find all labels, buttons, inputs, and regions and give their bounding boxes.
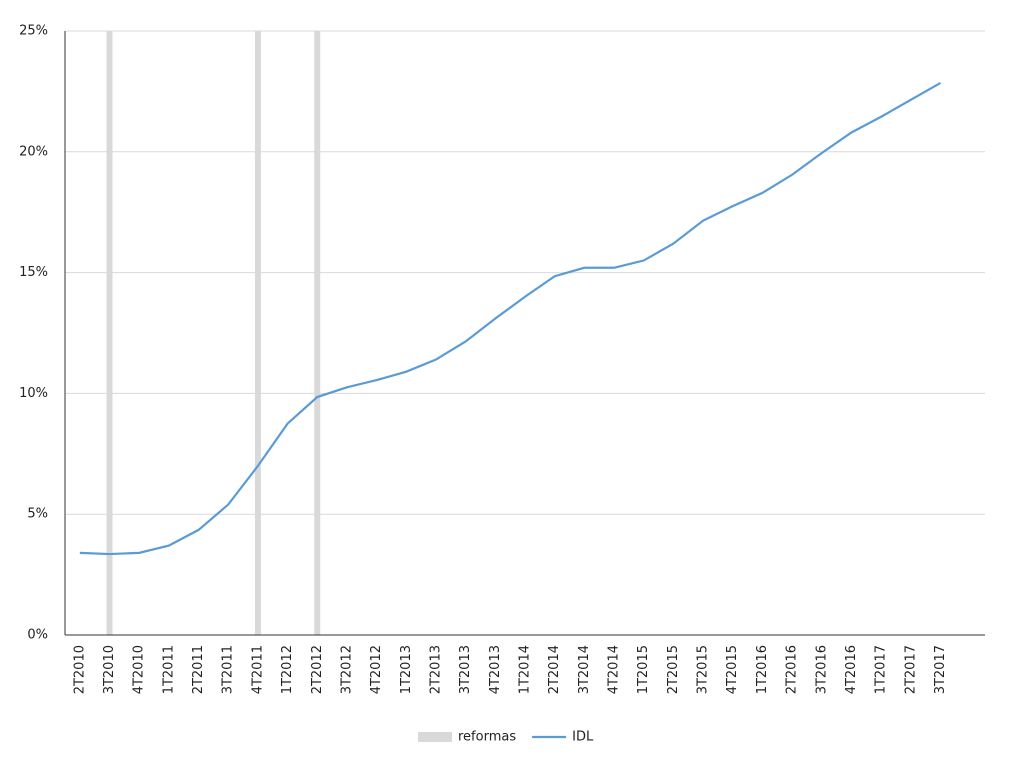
x-tick-label: 3T2010 bbox=[102, 645, 117, 694]
x-tick-label: 1T2013 bbox=[399, 645, 414, 694]
x-tick-label: 3T2016 bbox=[814, 645, 829, 694]
y-tick-label: 10% bbox=[19, 386, 48, 401]
legend-label: IDL bbox=[572, 730, 594, 745]
x-tick-label: 4T2014 bbox=[607, 645, 622, 694]
x-tick-label: 2T2012 bbox=[310, 645, 325, 694]
reform-bar bbox=[314, 31, 321, 635]
x-tick-label: 3T2014 bbox=[577, 645, 592, 694]
reform-bar bbox=[254, 31, 261, 635]
x-tick-label: 3T2015 bbox=[696, 645, 711, 694]
x-tick-label: 4T2013 bbox=[488, 645, 503, 694]
x-tick-label: 3T2017 bbox=[933, 645, 948, 694]
x-tick-label: 4T2015 bbox=[725, 645, 740, 694]
x-tick-label: 4T2010 bbox=[132, 645, 147, 694]
x-tick-label: 2T2015 bbox=[666, 645, 681, 694]
y-tick-label: 25% bbox=[19, 24, 48, 39]
x-tick-label: 1T2017 bbox=[874, 645, 889, 694]
x-tick-label: 3T2012 bbox=[339, 645, 354, 694]
x-tick-label: 2T2017 bbox=[903, 645, 918, 694]
x-tick-label: 4T2011 bbox=[250, 645, 265, 694]
y-tick-label: 0% bbox=[27, 628, 48, 643]
x-tick-label: 2T2014 bbox=[547, 645, 562, 694]
x-tick-label: 2T2013 bbox=[428, 645, 443, 694]
legend-label: reformas bbox=[458, 730, 516, 745]
x-tick-label: 1T2011 bbox=[161, 645, 176, 694]
x-tick-label: 4T2016 bbox=[844, 645, 859, 694]
x-tick-label: 3T2013 bbox=[458, 645, 473, 694]
x-tick-label: 1T2014 bbox=[518, 645, 533, 694]
line bbox=[79, 81, 942, 556]
x-tick-label: 1T2015 bbox=[636, 645, 651, 694]
x-tick-label: 3T2011 bbox=[221, 645, 236, 694]
y-tick-label: 20% bbox=[19, 144, 48, 159]
x-tick-label: 1T2012 bbox=[280, 645, 295, 694]
reform-bar bbox=[106, 31, 113, 635]
x-tick-label: 2T2010 bbox=[72, 645, 87, 694]
y-tick-label: 15% bbox=[19, 265, 48, 280]
x-tick-label: 4T2012 bbox=[369, 645, 384, 694]
legend-swatch bbox=[418, 732, 452, 742]
x-tick-label: 2T2011 bbox=[191, 645, 206, 694]
y-tick-label: 5% bbox=[27, 507, 48, 522]
x-tick-label: 1T2016 bbox=[755, 645, 770, 694]
x-tick-label: 2T2016 bbox=[785, 645, 800, 694]
